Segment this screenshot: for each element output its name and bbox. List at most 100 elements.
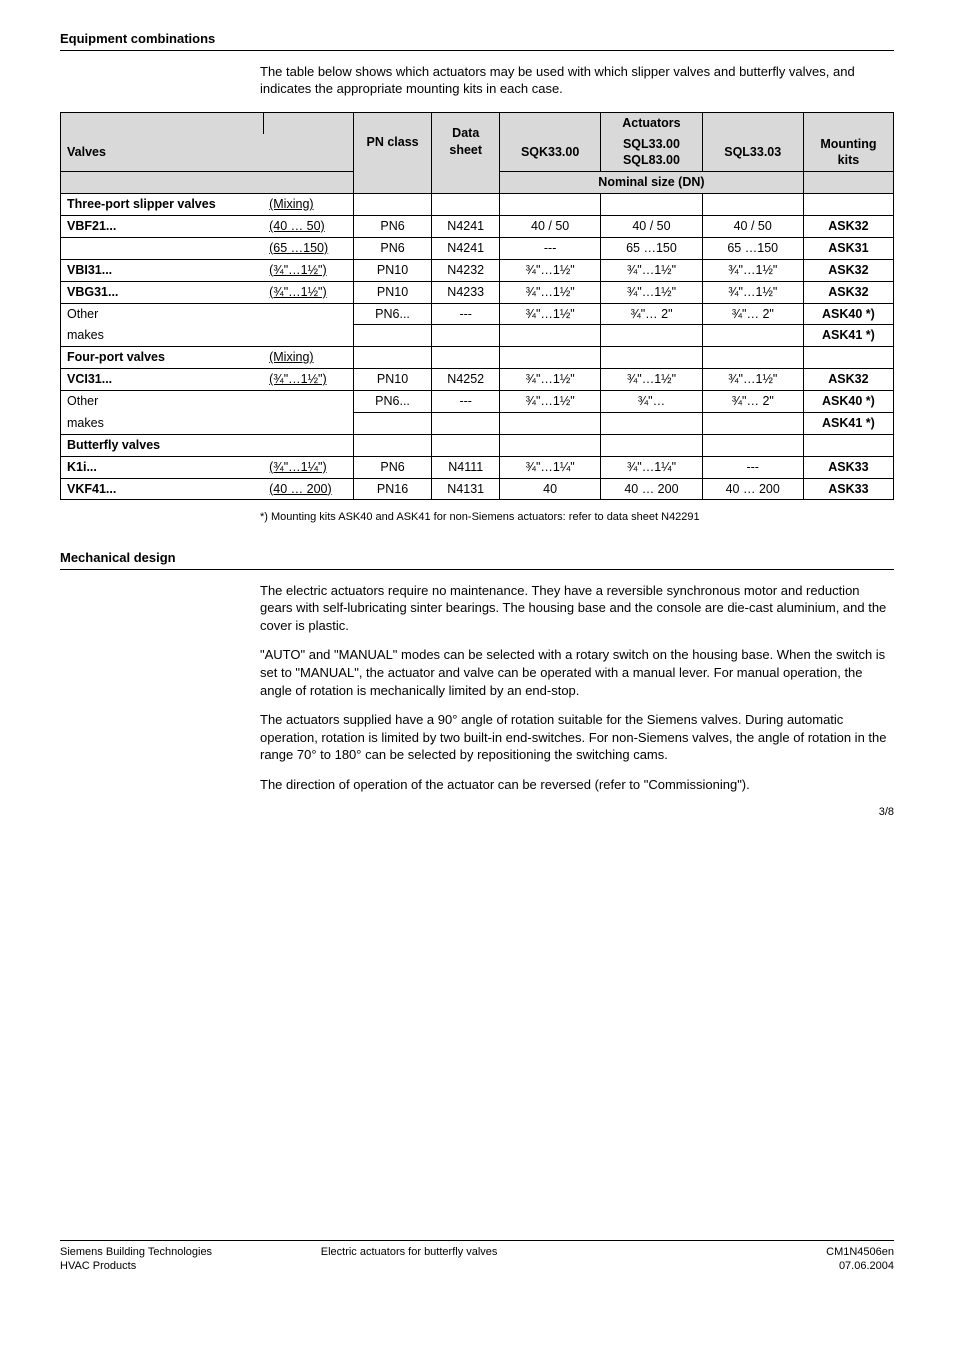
valve-range: (40 … 50) (263, 216, 353, 238)
mechanical-heading: Mechanical design (60, 549, 894, 570)
table-row: VBF21... (40 … 50) PN6 N4241 40 / 50 40 … (61, 216, 894, 238)
pn: PN6 (353, 456, 432, 478)
valve-name (61, 237, 264, 259)
th-blank9 (803, 172, 893, 194)
valve-range: (¾"…1¼") (263, 456, 353, 478)
cell (803, 347, 893, 369)
c1: 40 (499, 478, 600, 500)
equipment-table: PN class Data sheet Actuators Valves SQK… (60, 112, 894, 501)
kit: ASK32 (803, 281, 893, 303)
footer-right: CM1N4506en 07.06.2004 (826, 1245, 894, 1274)
cell (601, 347, 702, 369)
kit: ASK31 (803, 237, 893, 259)
th-blank4 (702, 112, 803, 133)
c1 (499, 412, 600, 434)
c3: 40 / 50 (702, 216, 803, 238)
pn (353, 325, 432, 347)
c3: ¾"…1½" (702, 281, 803, 303)
cell (803, 194, 893, 216)
valve-range: (65 …150) (263, 237, 353, 259)
valve-name: VBF21... (61, 216, 264, 238)
sheet (432, 412, 500, 434)
kit: ASK41 *) (803, 325, 893, 347)
valve-range: (¾"…1½") (263, 369, 353, 391)
th-blank3 (499, 112, 600, 133)
pn: PN6 (353, 237, 432, 259)
valve-range: (¾"…1½") (263, 281, 353, 303)
kit: ASK32 (803, 369, 893, 391)
footer-left: Siemens Building Technologies HVAC Produ… (60, 1245, 212, 1274)
mech-p1: The electric actuators require no mainte… (260, 582, 894, 635)
cell (353, 434, 432, 456)
footer-mid: Electric actuators for butterfly valves (321, 1245, 498, 1274)
mech-p4: The direction of operation of the actuat… (260, 776, 894, 794)
footer-right2: 07.06.2004 (826, 1259, 894, 1273)
valve-range (263, 325, 353, 347)
table-row: VKF41... (40 … 200) PN16 N4131 40 40 … 2… (61, 478, 894, 500)
sheet: N4232 (432, 259, 500, 281)
c2 (601, 325, 702, 347)
cell (601, 194, 702, 216)
th-blank6 (61, 172, 354, 194)
valve-range: (40 … 200) (263, 478, 353, 500)
table-row: VBG31... (¾"…1½") PN10 N4233 ¾"…1½" ¾"…1… (61, 281, 894, 303)
c2: ¾"… (601, 391, 702, 413)
cell (432, 434, 500, 456)
cell (432, 194, 500, 216)
c3 (702, 325, 803, 347)
cell (353, 194, 432, 216)
valve-name: VKF41... (61, 478, 264, 500)
intro-block: The table below shows which actuators ma… (260, 63, 894, 98)
kit: ASK33 (803, 456, 893, 478)
valve-range: (¾"…1½") (263, 259, 353, 281)
th-sql3383: SQL33.00 SQL83.00 (601, 134, 702, 172)
cell (432, 347, 500, 369)
c2: 40 … 200 (601, 478, 702, 500)
sheet: --- (432, 391, 500, 413)
pn: PN6... (353, 303, 432, 325)
c3: 65 …150 (702, 237, 803, 259)
th-blank (61, 112, 264, 133)
c3: ¾"… 2" (702, 391, 803, 413)
footer-right1: CM1N4506en (826, 1245, 894, 1259)
c1: ¾"…1½" (499, 259, 600, 281)
valve-range (263, 303, 353, 325)
cell (353, 347, 432, 369)
th-nominal: Nominal size (DN) (499, 172, 803, 194)
pn (353, 412, 432, 434)
table-row: VBI31... (¾"…1½") PN10 N4232 ¾"…1½" ¾"…1… (61, 259, 894, 281)
c3: ¾"… 2" (702, 303, 803, 325)
kit: ASK41 *) (803, 412, 893, 434)
valve-name: VCI31... (61, 369, 264, 391)
c3: ¾"…1½" (702, 369, 803, 391)
th-sqk: SQK33.00 (499, 134, 600, 172)
c1: ¾"…1¼" (499, 456, 600, 478)
pn: PN16 (353, 478, 432, 500)
group-four-mix: (Mixing) (263, 347, 353, 369)
c2: ¾"… 2" (601, 303, 702, 325)
sheet: N4233 (432, 281, 500, 303)
table-row: VCI31... (¾"…1½") PN10 N4252 ¾"…1½" ¾"…1… (61, 369, 894, 391)
group-four: Four-port valves (61, 347, 264, 369)
c1: ¾"…1½" (499, 391, 600, 413)
sheet: N4252 (432, 369, 500, 391)
cell (702, 194, 803, 216)
table-row: makes ASK41 *) (61, 325, 894, 347)
th-blank7 (353, 172, 432, 194)
sheet: N4111 (432, 456, 500, 478)
c1: ¾"…1½" (499, 369, 600, 391)
cell (499, 434, 600, 456)
pn: PN6... (353, 391, 432, 413)
cell (499, 347, 600, 369)
kit: ASK40 *) (803, 303, 893, 325)
th-blank8 (432, 172, 500, 194)
valve-name: K1i... (61, 456, 264, 478)
c1: 40 / 50 (499, 216, 600, 238)
pn: PN10 (353, 369, 432, 391)
kit: ASK32 (803, 259, 893, 281)
table-row: K1i... (¾"…1¼") PN6 N4111 ¾"…1¼" ¾"…1¼" … (61, 456, 894, 478)
valve-name: Other (61, 391, 264, 413)
footer-left2: HVAC Products (60, 1259, 212, 1273)
cell (499, 194, 600, 216)
c2: ¾"…1½" (601, 369, 702, 391)
